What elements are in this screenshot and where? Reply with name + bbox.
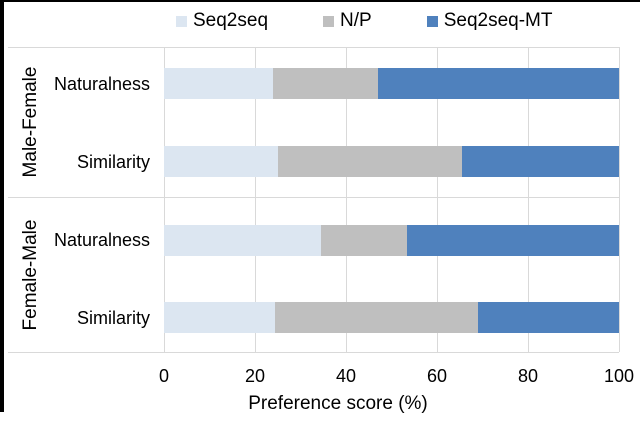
group-separator-line bbox=[8, 197, 619, 198]
legend-label: Seq2seq-MT bbox=[443, 10, 553, 31]
bar-row-female-male-naturalness bbox=[164, 224, 619, 256]
gridline-x-20 bbox=[254, 47, 256, 352]
gridline-x-40 bbox=[345, 47, 347, 352]
group-label-female-male: Female-Male bbox=[20, 219, 41, 330]
bar-segment-seq2seq-mt bbox=[462, 146, 619, 177]
category-label-similarity: Similarity bbox=[76, 151, 150, 172]
legend-label: N/P bbox=[340, 10, 372, 31]
bar-segment-n/p bbox=[273, 68, 378, 99]
bar-segment-seq2seq bbox=[164, 68, 274, 99]
gridline-x-0 bbox=[163, 47, 165, 352]
figure-border-top bbox=[0, 0, 640, 2]
legend-swatch-icon bbox=[323, 15, 335, 27]
x-tick-label-60: 60 bbox=[426, 366, 448, 386]
plot-top-line bbox=[8, 47, 619, 48]
bar-segment-seq2seq bbox=[164, 224, 321, 256]
bar-segment-n/p bbox=[277, 146, 463, 177]
gridline-x-100 bbox=[618, 47, 620, 352]
legend-swatch-icon bbox=[426, 15, 438, 27]
legend-item-seq2seq: Seq2seq bbox=[176, 10, 268, 32]
legend-label: Seq2seq bbox=[193, 10, 269, 31]
x-tick-label-80: 80 bbox=[517, 366, 539, 386]
bar-segment-n/p bbox=[275, 302, 478, 333]
bar-segment-seq2seq-mt bbox=[407, 224, 619, 256]
gridline-x-80 bbox=[527, 47, 529, 352]
x-tick-label-0: 0 bbox=[158, 366, 169, 386]
legend-item-seq2seq-mt: Seq2seq-MT bbox=[426, 10, 553, 32]
x-tick-label-100: 100 bbox=[603, 366, 635, 386]
category-label-naturalness: Naturalness bbox=[53, 230, 150, 250]
bar-row-male-female-naturalness bbox=[164, 68, 619, 99]
x-tick-label-40: 40 bbox=[335, 366, 357, 386]
chart-legend: Seq2seq N/P Seq2seq-MT bbox=[176, 10, 552, 32]
bar-row-male-female-similarity bbox=[164, 146, 619, 177]
legend-item-n/p: N/P bbox=[323, 10, 372, 32]
bar-segment-seq2seq bbox=[164, 146, 278, 177]
bar-segment-seq2seq bbox=[164, 302, 276, 333]
bar-segment-seq2seq-mt bbox=[377, 68, 619, 99]
category-label-similarity: Similarity bbox=[76, 307, 150, 328]
legend-swatch-icon bbox=[176, 15, 187, 27]
category-label-naturalness: Naturalness bbox=[53, 73, 150, 94]
group-label-male-female: Male-Female bbox=[20, 66, 41, 178]
bar-segment-seq2seq-mt bbox=[477, 302, 619, 333]
bar-segment-n/p bbox=[320, 224, 408, 256]
x-axis-title: Preference score (%) bbox=[248, 393, 428, 414]
x-axis-line bbox=[8, 352, 619, 353]
figure-border-left bbox=[0, 0, 4, 412]
x-tick-label-20: 20 bbox=[244, 366, 266, 386]
bar-row-female-male-similarity bbox=[164, 302, 619, 333]
gridline-x-60 bbox=[436, 47, 438, 352]
